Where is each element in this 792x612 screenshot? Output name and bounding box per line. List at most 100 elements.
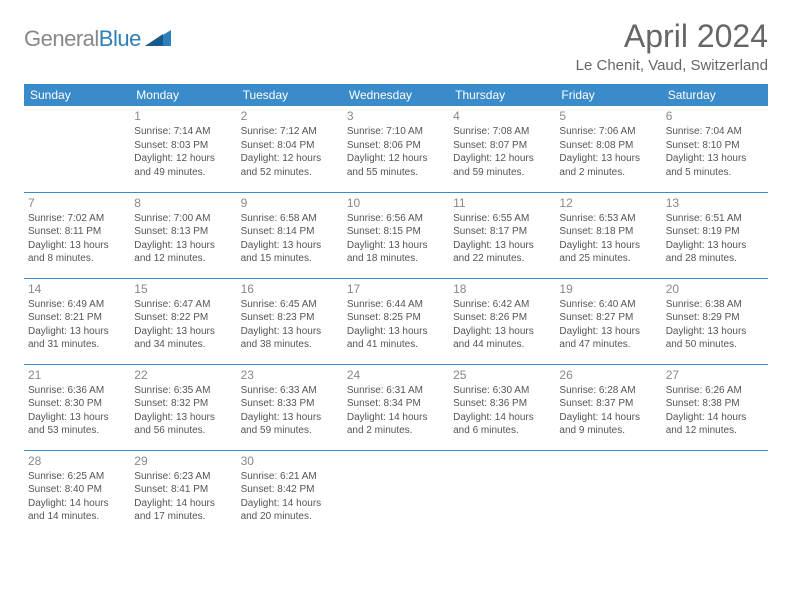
calendar-day-cell: 18Sunrise: 6:42 AMSunset: 8:26 PMDayligh… <box>449 278 555 364</box>
day-number: 8 <box>134 196 232 210</box>
weekday-header: Tuesday <box>237 84 343 106</box>
day-number: 20 <box>666 282 764 296</box>
day-info-line: Sunset: 8:23 PM <box>241 311 339 325</box>
day-info-line: Sunset: 8:03 PM <box>134 139 232 153</box>
logo: GeneralBlue <box>24 18 171 52</box>
day-info: Sunrise: 6:44 AMSunset: 8:25 PMDaylight:… <box>347 298 445 352</box>
day-number: 25 <box>453 368 551 382</box>
weekday-header-row: SundayMondayTuesdayWednesdayThursdayFrid… <box>24 84 768 106</box>
day-number: 1 <box>134 109 232 123</box>
day-info-line: Daylight: 14 hours <box>666 411 764 425</box>
day-info-line: Sunset: 8:36 PM <box>453 397 551 411</box>
day-info-line: Sunrise: 6:25 AM <box>28 470 126 484</box>
calendar-day-cell: 28Sunrise: 6:25 AMSunset: 8:40 PMDayligh… <box>24 450 130 536</box>
day-info-line: Sunset: 8:10 PM <box>666 139 764 153</box>
day-info-line: Sunrise: 6:55 AM <box>453 212 551 226</box>
day-number: 22 <box>134 368 232 382</box>
day-number: 15 <box>134 282 232 296</box>
day-info-line: Sunrise: 6:42 AM <box>453 298 551 312</box>
day-info-line: Sunset: 8:18 PM <box>559 225 657 239</box>
day-info: Sunrise: 6:31 AMSunset: 8:34 PMDaylight:… <box>347 384 445 438</box>
day-number: 7 <box>28 196 126 210</box>
day-info-line: Sunset: 8:30 PM <box>28 397 126 411</box>
day-info-line: Sunrise: 6:40 AM <box>559 298 657 312</box>
day-info-line: Daylight: 13 hours <box>453 239 551 253</box>
day-info: Sunrise: 6:51 AMSunset: 8:19 PMDaylight:… <box>666 212 764 266</box>
day-info-line: and 2 minutes. <box>347 424 445 438</box>
day-info-line: Daylight: 12 hours <box>134 152 232 166</box>
logo-part2: Blue <box>99 26 141 51</box>
calendar-day-cell: 13 Sunrise: 6:51 AMSunset: 8:19 PMDayligh… <box>662 192 768 278</box>
day-info-line: Daylight: 14 hours <box>453 411 551 425</box>
day-number: 24 <box>347 368 445 382</box>
calendar-day-cell <box>449 450 555 536</box>
location: Le Chenit, Vaud, Switzerland <box>576 57 768 74</box>
day-info-line: Daylight: 14 hours <box>559 411 657 425</box>
day-info-line: and 8 minutes. <box>28 252 126 266</box>
day-info-line: Sunset: 8:08 PM <box>559 139 657 153</box>
month-title: April 2024 <box>576 18 768 55</box>
day-info-line: Sunrise: 6:44 AM <box>347 298 445 312</box>
day-info-line: Sunset: 8:13 PM <box>134 225 232 239</box>
day-info-line: Daylight: 12 hours <box>241 152 339 166</box>
day-info-line: Sunset: 8:11 PM <box>28 225 126 239</box>
day-info-line: and 52 minutes. <box>241 166 339 180</box>
day-info-line: Daylight: 14 hours <box>134 497 232 511</box>
day-info: Sunrise: 6:28 AMSunset: 8:37 PMDaylight:… <box>559 384 657 438</box>
day-info-line: and 31 minutes. <box>28 338 126 352</box>
day-info-line: Sunrise: 7:06 AM <box>559 125 657 139</box>
day-info-line: Daylight: 13 hours <box>666 325 764 339</box>
day-info-line: and 49 minutes. <box>134 166 232 180</box>
day-info-line: Sunrise: 6:31 AM <box>347 384 445 398</box>
day-info-line: Daylight: 13 hours <box>241 239 339 253</box>
day-info: Sunrise: 6:45 AMSunset: 8:23 PMDaylight:… <box>241 298 339 352</box>
day-info-line: Sunrise: 6:21 AM <box>241 470 339 484</box>
day-info-line: Sunset: 8:34 PM <box>347 397 445 411</box>
day-info-line: Sunrise: 6:45 AM <box>241 298 339 312</box>
day-info-line: and 22 minutes. <box>453 252 551 266</box>
calendar-week-row: 7Sunrise: 7:02 AMSunset: 8:11 PMDaylight… <box>24 192 768 278</box>
day-info-line: Daylight: 13 hours <box>134 325 232 339</box>
day-info-line: and 15 minutes. <box>241 252 339 266</box>
calendar-day-cell <box>24 106 130 192</box>
day-info-line: Sunrise: 6:53 AM <box>559 212 657 226</box>
day-info-line: Sunrise: 6:36 AM <box>28 384 126 398</box>
day-info-line: and 41 minutes. <box>347 338 445 352</box>
day-info-line: Sunrise: 6:51 AM <box>666 212 764 226</box>
day-info-line: Sunrise: 6:28 AM <box>559 384 657 398</box>
day-number: 11 <box>453 196 551 210</box>
calendar-day-cell: 20 Sunrise: 6:38 AMSunset: 8:29 PMDayligh… <box>662 278 768 364</box>
calendar-day-cell: 9Sunrise: 6:58 AMSunset: 8:14 PMDaylight… <box>237 192 343 278</box>
day-info-line: Sunset: 8:14 PM <box>241 225 339 239</box>
calendar-day-cell: 26Sunrise: 6:28 AMSunset: 8:37 PMDayligh… <box>555 364 661 450</box>
calendar-day-cell: 30Sunrise: 6:21 AMSunset: 8:42 PMDayligh… <box>237 450 343 536</box>
day-info: Sunrise: 7:08 AMSunset: 8:07 PMDaylight:… <box>453 125 551 179</box>
day-info-line: Daylight: 13 hours <box>559 239 657 253</box>
title-block: April 2024 Le Chenit, Vaud, Switzerland <box>576 18 768 74</box>
day-info-line: Daylight: 13 hours <box>134 411 232 425</box>
day-info-line: Sunset: 8:26 PM <box>453 311 551 325</box>
weekday-header: Friday <box>555 84 661 106</box>
calendar-day-cell: 21Sunrise: 6:36 AMSunset: 8:30 PMDayligh… <box>24 364 130 450</box>
day-number: 21 <box>28 368 126 382</box>
day-info-line: Daylight: 13 hours <box>241 325 339 339</box>
calendar-day-cell: 27Sunrise: 6:26 AMSunset: 8:38 PMDayligh… <box>662 364 768 450</box>
day-info: Sunrise: 6:53 AMSunset: 8:18 PMDaylight:… <box>559 212 657 266</box>
day-number: 17 <box>347 282 445 296</box>
day-info: Sunrise: 7:00 AMSunset: 8:13 PMDaylight:… <box>134 212 232 266</box>
weekday-header: Sunday <box>24 84 130 106</box>
day-info-line: and 18 minutes. <box>347 252 445 266</box>
calendar-day-cell: 16 Sunrise: 6:45 AMSunset: 8:23 PMDayligh… <box>237 278 343 364</box>
day-info: Sunrise: 6:38 AMSunset: 8:29 PMDaylight:… <box>666 298 764 352</box>
day-info-line: Daylight: 13 hours <box>666 239 764 253</box>
weekday-header: Monday <box>130 84 236 106</box>
logo-text: GeneralBlue <box>24 26 141 52</box>
day-info-line: Daylight: 12 hours <box>453 152 551 166</box>
day-number: 13 <box>666 196 764 210</box>
day-info-line: Daylight: 13 hours <box>347 239 445 253</box>
day-number: 16 <box>241 282 339 296</box>
day-info: Sunrise: 6:26 AMSunset: 8:38 PMDaylight:… <box>666 384 764 438</box>
calendar-week-row: 1Sunrise: 7:14 AMSunset: 8:03 PMDaylight… <box>24 106 768 192</box>
calendar-week-row: 21 Sunrise: 6:36 AMSunset: 8:30 PM Dayligh… <box>24 364 768 450</box>
day-info-line: and 12 minutes. <box>134 252 232 266</box>
